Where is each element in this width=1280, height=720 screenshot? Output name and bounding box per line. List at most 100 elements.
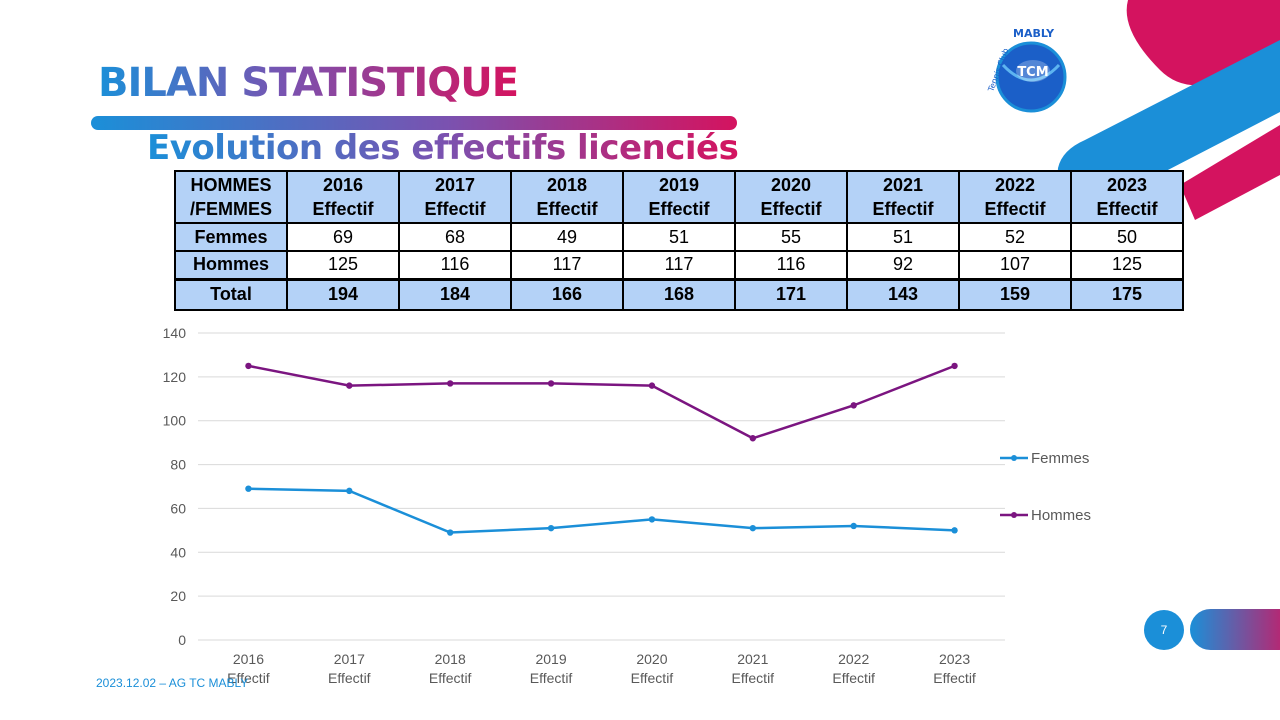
title-underline-bar xyxy=(91,116,737,130)
table-cell: 159 xyxy=(958,278,1072,311)
club-logo: TCM MABLY Tennis Club xyxy=(986,27,1067,113)
table-cell: 50 xyxy=(1070,222,1184,252)
table-cell: 143 xyxy=(846,278,960,311)
table-row-label: Total xyxy=(174,278,288,311)
data-point xyxy=(951,362,958,370)
table-header-row: HOMMES/FEMMES 2016 Effectif 2017 Effectif … xyxy=(174,170,1184,224)
table-cell: 55 xyxy=(734,222,848,252)
footer-text: 2023.12.02 – AG TC MABLY xyxy=(96,676,249,690)
table-row-label: Femmes xyxy=(174,222,288,252)
legend-label: Hommes xyxy=(1031,507,1091,524)
table-cell: 51 xyxy=(622,222,736,252)
data-point xyxy=(749,524,757,532)
x-tick-label: 2018 xyxy=(435,651,466,667)
data-point xyxy=(749,435,757,442)
table-cell: 117 xyxy=(622,250,736,280)
logo-ball-seam xyxy=(1001,63,1061,82)
x-tick-label: 2016 xyxy=(233,651,264,667)
table-corner-header: HOMMES/FEMMES xyxy=(174,170,288,224)
table-cell: 117 xyxy=(510,250,624,280)
data-point xyxy=(951,527,958,534)
data-point xyxy=(850,522,857,530)
table-cell: 69 xyxy=(286,222,400,252)
y-tick-label: 120 xyxy=(163,369,187,385)
y-tick-label: 40 xyxy=(170,544,186,560)
table-cell: 194 xyxy=(286,278,400,311)
x-tick-label: Effectif xyxy=(530,670,573,686)
y-tick-label: 140 xyxy=(163,325,187,341)
logo-badge xyxy=(1016,60,1050,82)
x-tick-label: Effectif xyxy=(933,670,976,686)
logo-ball xyxy=(997,43,1065,111)
table-cell: 107 xyxy=(958,250,1072,280)
table-col-header: 2022 Effectif xyxy=(958,170,1072,224)
table-cell: 168 xyxy=(622,278,736,311)
data-point xyxy=(648,516,656,523)
table-cell: 166 xyxy=(510,278,624,311)
table-cell: 49 xyxy=(510,222,624,252)
x-tick-label: Effectif xyxy=(832,670,875,686)
table-cell: 52 xyxy=(958,222,1072,252)
data-point xyxy=(547,380,555,387)
logo-badge-text: TCM xyxy=(1017,65,1048,80)
table-col-header: 2021 Effectif xyxy=(846,170,960,224)
table-cell: 125 xyxy=(1070,250,1184,280)
y-tick-label: 20 xyxy=(170,588,186,604)
table-cell: 184 xyxy=(398,278,512,311)
slide-title: BILAN STATISTIQUE xyxy=(98,60,519,106)
table-cell: 92 xyxy=(846,250,960,280)
right-blue-stripe xyxy=(1057,40,1280,200)
table-cell: 116 xyxy=(398,250,512,280)
data-point xyxy=(245,362,252,370)
y-tick-label: 60 xyxy=(170,500,186,516)
table-col-header: 2018 Effectif xyxy=(510,170,624,224)
page-number: 7 xyxy=(1144,610,1184,650)
x-tick-label: 2019 xyxy=(535,651,566,667)
data-point xyxy=(446,380,454,387)
logo-club-text: MABLY xyxy=(1013,27,1055,40)
data-point xyxy=(346,382,353,389)
data-point xyxy=(245,485,252,492)
x-tick-label: Effectif xyxy=(227,670,270,686)
x-tick-label: Effectif xyxy=(429,670,472,686)
x-tick-label: 2021 xyxy=(737,651,768,667)
data-point xyxy=(547,524,555,532)
effectifs-table: HOMMES/FEMMES 2016 Effectif 2017 Effectif … xyxy=(174,170,1184,311)
table-row-total: Total 194 184 166 168 171 143 159 175 xyxy=(174,278,1184,311)
data-point xyxy=(446,529,454,536)
table-row-label: Hommes xyxy=(174,250,288,280)
data-point xyxy=(850,402,857,409)
right-magenta-stripe xyxy=(1180,125,1280,220)
table-col-header: 2020 Effectif xyxy=(734,170,848,224)
table-col-header: 2017 Effectif xyxy=(398,170,512,224)
table-cell: 125 xyxy=(286,250,400,280)
table-row-hommes: Hommes 125 116 117 117 116 92 107 125 xyxy=(174,250,1184,280)
data-point xyxy=(648,382,656,389)
x-tick-label: 2022 xyxy=(838,651,869,667)
y-tick-label: 80 xyxy=(170,457,186,473)
series-line-hommes xyxy=(248,364,956,440)
x-tick-label: 2020 xyxy=(636,651,667,667)
legend-marker xyxy=(1011,455,1017,461)
x-tick-label: 2017 xyxy=(334,651,365,667)
x-tick-label: 2023 xyxy=(939,651,970,667)
table-col-header: 2019 Effectif xyxy=(622,170,736,224)
x-tick-label: Effectif xyxy=(631,670,674,686)
table-cell: 116 xyxy=(734,250,848,280)
table-cell: 171 xyxy=(734,278,848,311)
table-col-header: 2023 Effectif xyxy=(1070,170,1184,224)
y-tick-label: 100 xyxy=(163,413,187,429)
legend-label: Femmes xyxy=(1031,450,1089,467)
table-row-femmes: Femmes 69 68 49 51 55 51 52 50 xyxy=(174,222,1184,252)
x-tick-label: Effectif xyxy=(732,670,775,686)
table-cell: 51 xyxy=(846,222,960,252)
data-point xyxy=(346,487,353,495)
table-cell: 175 xyxy=(1070,278,1184,311)
table-col-header: 2016 Effectif xyxy=(286,170,400,224)
slide-subtitle: Evolution des effectifs licenciés xyxy=(147,128,739,168)
series-line-femmes xyxy=(248,487,955,534)
table-cell: 68 xyxy=(398,222,512,252)
x-tick-label: Effectif xyxy=(328,670,371,686)
